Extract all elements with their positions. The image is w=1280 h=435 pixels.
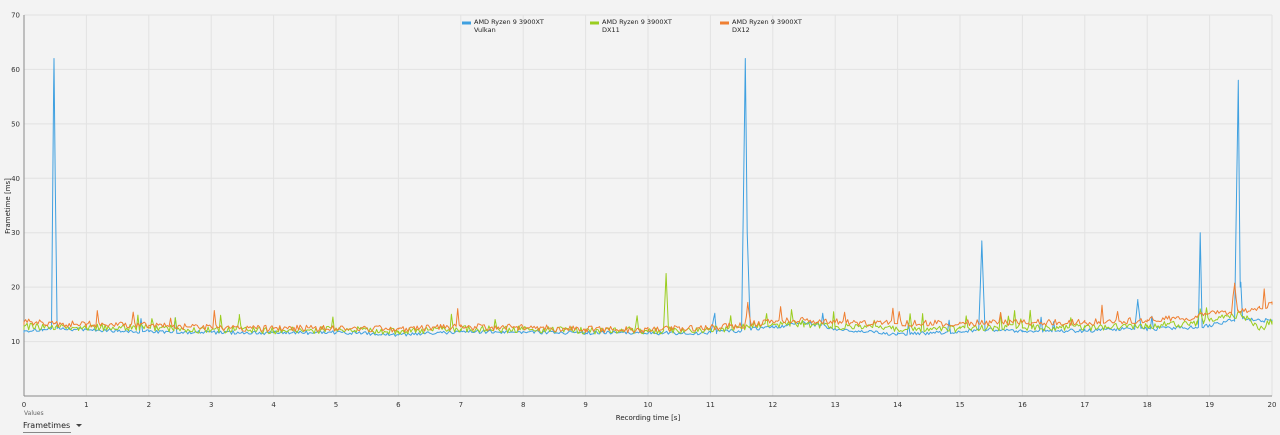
y-tick-label: 60 (11, 66, 20, 74)
x-tick-label: 0 (22, 401, 26, 409)
y-tick-label: 70 (11, 12, 20, 20)
x-tick-label: 18 (1143, 401, 1152, 409)
x-tick-label: 5 (334, 401, 338, 409)
x-tick-label: 8 (521, 401, 525, 409)
x-tick-label: 9 (583, 401, 587, 409)
x-tick-label: 10 (644, 401, 653, 409)
legend-label-2-line-2: DX11 (602, 26, 620, 34)
legend-label-3-line-1: AMD Ryzen 9 3900XT (732, 18, 802, 26)
legend-label-2-line-1: AMD Ryzen 9 3900XT (602, 18, 672, 26)
y-tick-label: 30 (11, 229, 20, 237)
x-tick-label: 14 (893, 401, 902, 409)
grid (24, 14, 1273, 396)
y-tick-label: 40 (11, 175, 20, 183)
y-tick-label: 20 (11, 284, 20, 292)
x-tick-label: 4 (271, 401, 276, 409)
x-tick-label: 3 (209, 401, 213, 409)
legend-label-3-line-2: DX12 (732, 26, 750, 34)
x-tick-label: 6 (396, 401, 401, 409)
x-tick-label: 15 (956, 401, 965, 409)
x-tick-label: 17 (1080, 401, 1089, 409)
x-tick-label: 7 (459, 401, 463, 409)
chevron-down-icon (76, 423, 83, 427)
x-tick-label: 20 (1268, 401, 1277, 409)
x-tick-label: 2 (147, 401, 151, 409)
x-tick-label: 19 (1205, 401, 1214, 409)
y-tick-label: 50 (11, 120, 20, 128)
legend-swatch-3 (720, 21, 729, 25)
series-line-3 (23, 282, 1273, 334)
legend-swatch-2 (590, 21, 599, 25)
x-tick-label: 11 (706, 401, 715, 409)
series-lines (23, 58, 1273, 337)
values-dropdown[interactable]: Frametimes (23, 418, 83, 433)
tick-labels: 0 1 2 3 4 5 6 7 8 9 10 11 12 13 14 15 16 17 18 19 2010203040… (11, 12, 1276, 410)
x-axis-title: Recording time [s] (616, 414, 681, 422)
x-tick-label: 12 (768, 401, 777, 409)
series-line-1 (23, 58, 1273, 337)
y-tick-label: 10 (11, 338, 20, 346)
x-tick-label: 16 (1018, 401, 1027, 409)
values-label: Values (24, 410, 44, 417)
x-tick-label: 13 (831, 401, 840, 409)
legend-label-1-line-2: Vulkan (474, 26, 496, 34)
legend-swatch-1 (462, 21, 471, 25)
y-axis-title: Frametime [ms] (4, 178, 12, 234)
legend-label-1-line-1: AMD Ryzen 9 3900XT (474, 18, 544, 26)
series-line-2 (23, 273, 1273, 335)
values-dropdown-selected: Frametimes (23, 420, 71, 430)
x-tick-label: 1 (84, 401, 88, 409)
